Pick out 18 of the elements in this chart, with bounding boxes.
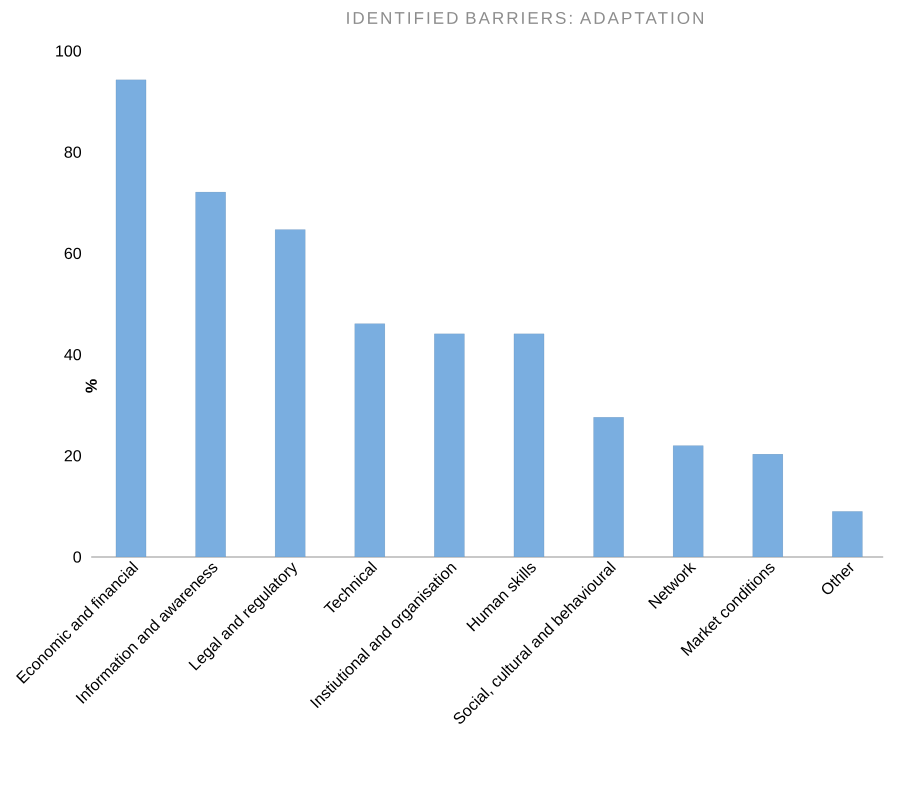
y-tick-label: 100 bbox=[56, 45, 82, 57]
bar bbox=[832, 511, 863, 557]
bar bbox=[195, 192, 226, 557]
y-tick-label: 60 bbox=[64, 248, 82, 260]
bar bbox=[593, 417, 624, 557]
y-tick-label: 20 bbox=[64, 450, 82, 462]
bar bbox=[752, 454, 783, 557]
chart-title: IDENTIFIED BARRIERS: ADAPTATION bbox=[347, 12, 703, 24]
y-axis-title: % bbox=[86, 379, 97, 393]
y-tick-label: 40 bbox=[64, 348, 82, 360]
bar bbox=[514, 334, 544, 557]
y-tick-label: 80 bbox=[64, 146, 82, 158]
bar bbox=[116, 80, 146, 557]
bar bbox=[354, 324, 385, 557]
bar bbox=[434, 334, 465, 557]
y-tick-label: 0 bbox=[73, 551, 82, 563]
bar bbox=[275, 229, 306, 557]
bar bbox=[673, 446, 704, 557]
